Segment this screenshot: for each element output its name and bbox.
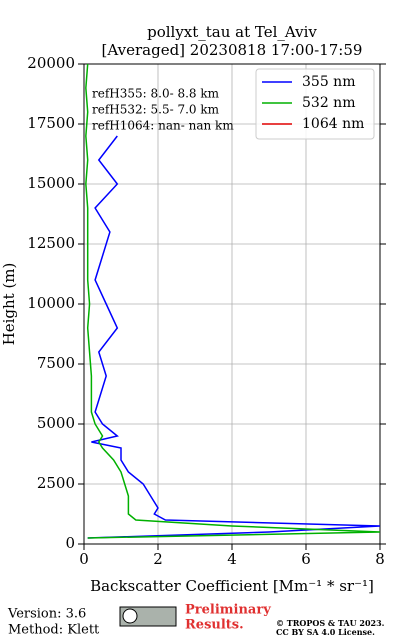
x-tick-label: 8: [375, 550, 385, 568]
y-tick-label: 20000: [27, 54, 75, 72]
y-tick-label: 7500: [37, 354, 75, 372]
license: CC BY SA 4.0 License.: [276, 627, 375, 637]
copyright: © TROPOS & TAU 2023.: [276, 618, 385, 628]
y-tick-label: 2500: [37, 474, 75, 492]
x-tick-label: 4: [227, 550, 237, 568]
legend-label: 355 nm: [302, 74, 355, 90]
plot-frame: [83, 63, 381, 545]
cc-logo: [119, 606, 177, 627]
x-tick-label: 2: [153, 550, 163, 568]
y-tick-label: 5000: [37, 414, 75, 432]
results: Results.: [185, 618, 244, 633]
profile-line: [85, 63, 381, 539]
legend-label: 1064 nm: [302, 116, 364, 132]
x-tick-label: 6: [301, 550, 311, 568]
x-tick-label: 0: [79, 550, 89, 568]
profile-line: [87, 135, 381, 539]
y-tick-label: 10000: [27, 294, 75, 312]
method: Method: Klett: [8, 623, 100, 638]
annotation: refH355: 8.0- 8.8 km: [92, 87, 220, 101]
y-tick-label: 0: [65, 534, 75, 552]
chart-title: pollyxt_tau at Tel_Aviv: [147, 23, 317, 41]
annotation: refH532: 5.5- 7.0 km: [92, 103, 220, 117]
logo-circle: [122, 608, 138, 624]
x-axis-label: Backscatter Coefficient [Mm⁻¹ * sr⁻¹]: [90, 577, 374, 595]
y-tick-label: 17500: [27, 114, 75, 132]
legend-box: [255, 68, 375, 140]
y-tick-label: 15000: [27, 174, 75, 192]
annotation: refH1064: nan- nan km: [92, 119, 234, 133]
preliminary: Preliminary: [185, 603, 271, 618]
legend-label: 532 nm: [302, 95, 355, 111]
y-tick-label: 12500: [27, 234, 75, 252]
chart-subtitle: [Averaged] 20230818 17:00-17:59: [102, 41, 363, 59]
y-axis-label: Height (m): [0, 263, 18, 346]
version: Version: 3.6: [7, 607, 86, 622]
